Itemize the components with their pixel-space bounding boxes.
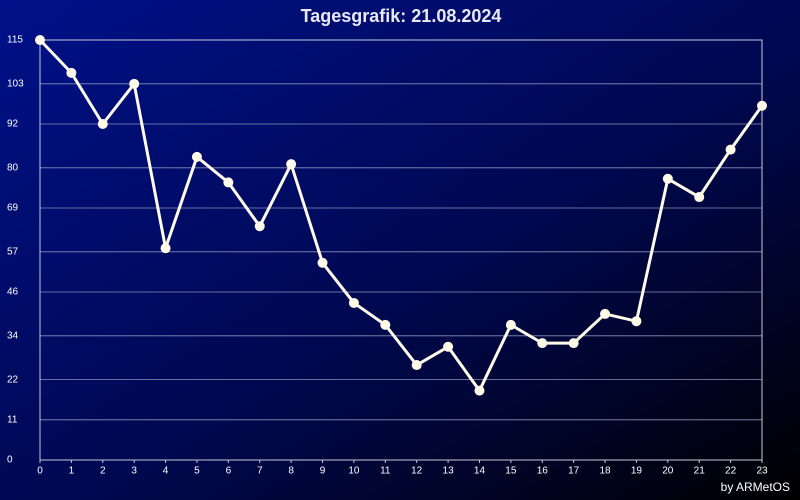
y-tick-label: 80 [7,162,19,173]
point [66,67,77,78]
point [474,385,485,396]
x-tick-label: 12 [411,466,423,477]
point [348,297,359,308]
y-tick-label: 46 [7,287,19,298]
point [757,100,767,111]
chart-title: Tagesgrafik: 21.08.2024 [301,6,502,26]
x-tick-label: 14 [474,466,486,477]
point [411,360,422,371]
x-tick-label: 21 [694,466,706,477]
x-tick-label: 22 [725,466,737,477]
point [600,308,611,319]
line [38,38,764,393]
point [443,341,454,352]
x-tick-label: 17 [568,466,580,477]
x-tick-label: 9 [320,466,326,477]
y-tick-label: 115 [7,35,23,46]
y-tick-label: 0 [7,455,13,466]
x-tick-label: 10 [348,466,360,477]
point [191,151,202,162]
x-tick-label: 4 [163,466,169,477]
y-tick-label: 92 [7,119,19,130]
y-tick-label: 11 [7,414,18,425]
point [537,338,548,349]
y-tick-label: 22 [7,374,19,385]
point [694,192,705,203]
point [380,319,391,330]
x-tick-label: 2 [100,466,106,477]
x-tick-label: 13 [443,466,455,477]
x-tick-label: 19 [631,466,643,477]
x-tick-label: 23 [756,466,768,477]
point [223,177,234,188]
x-tick-label: 8 [288,466,294,477]
y-tick-label: 34 [7,330,19,341]
x-tick-label: 1 [69,466,75,477]
point [505,319,516,330]
point [286,159,297,170]
point [254,221,265,232]
x-tick-label: 20 [662,466,674,477]
y-tick-label: 69 [7,203,19,214]
point [317,257,328,268]
point [568,338,579,349]
point [160,243,171,254]
x-tick-label: 15 [505,466,517,477]
x-tick-label: 18 [599,466,611,477]
x-tick-label: 6 [226,466,232,477]
point [97,119,108,129]
x-tick-label: 11 [380,466,391,477]
point [662,173,673,184]
point [129,78,140,89]
plot-frame [39,39,763,461]
footer: by ARMetOS [721,480,790,494]
x-tick-label: 3 [131,466,137,477]
x-tick-label: 7 [257,466,263,477]
x-tick-label: 0 [37,466,43,477]
point [35,35,45,45]
point [631,316,642,327]
x-tick-label: 5 [194,466,200,477]
point [725,144,736,155]
y-tick-label: 57 [7,246,19,257]
x-tick-label: 16 [537,466,549,477]
y-tick-label: 103 [7,78,24,89]
